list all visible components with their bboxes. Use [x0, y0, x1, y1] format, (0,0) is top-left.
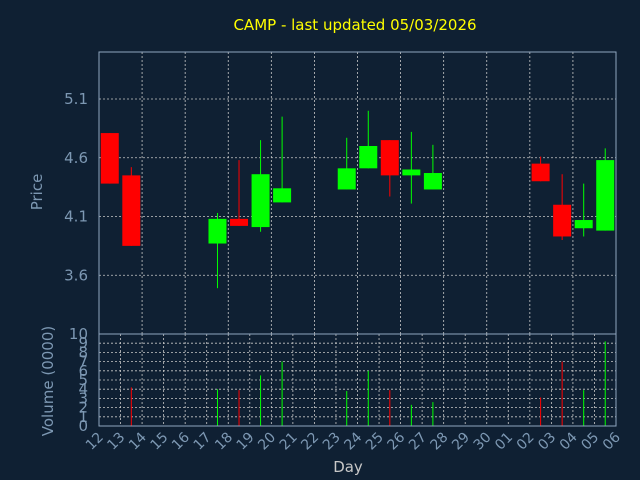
volume-tick-label: 1: [78, 408, 88, 426]
candle-body: [574, 220, 593, 229]
day-tick-label: 30: [471, 430, 495, 454]
day-tick-label: 18: [212, 430, 236, 454]
day-tick-label: 03: [535, 430, 559, 454]
volume-grid: [99, 334, 616, 426]
volume-bars: [130, 341, 606, 426]
price-candles: [100, 110, 615, 289]
chart-title: CAMP - last updated 05/03/2026: [233, 16, 476, 34]
x-axis-label-visible: Day: [333, 458, 363, 476]
day-tick-label: 06: [600, 429, 624, 453]
candle-body: [423, 173, 442, 190]
volume-tick-label: 6: [78, 362, 88, 380]
volume-tick-label: 3: [78, 389, 88, 407]
volume-tick-label: 5: [78, 371, 88, 389]
day-tick-label: 02: [514, 430, 538, 454]
day-tick-label: 24: [341, 429, 365, 453]
candle-body: [208, 218, 227, 244]
candle-body: [100, 133, 119, 184]
price-tick-label: 5.1: [64, 90, 88, 108]
candle-body: [359, 146, 378, 169]
day-tick-label: 23: [320, 430, 344, 454]
candle-body: [380, 140, 399, 176]
volume-tick-label: 10: [69, 325, 88, 343]
candle-body: [531, 163, 550, 182]
volume-axis-label: Volume (0000): [39, 326, 57, 436]
day-tick-label: 01: [492, 430, 516, 454]
price-tick-labels: 3.6 4.1 4.6 5.1: [64, 90, 88, 284]
day-tick-label: 29: [449, 430, 473, 454]
day-tick-label: 13: [104, 430, 128, 454]
day-tick-labels: 1213141516171819202122232425262728293001…: [83, 429, 624, 453]
day-tick-label: 14: [126, 429, 150, 453]
day-tick-label: 27: [406, 430, 430, 454]
price-tick-label: 3.6: [64, 266, 88, 284]
volume-tick-label: 8: [78, 343, 88, 361]
day-tick-label: 28: [428, 430, 452, 454]
candle-body: [273, 188, 292, 203]
day-tick-label: 17: [191, 430, 215, 454]
day-tick-label: 25: [363, 430, 387, 454]
day-tick-label: 26: [384, 429, 408, 453]
price-tick-label: 4.6: [64, 149, 88, 167]
candle-body: [337, 168, 356, 190]
day-tick-label: 16: [169, 429, 193, 453]
day-tick-label: 04: [557, 429, 581, 453]
day-tick-label: 19: [234, 430, 258, 454]
volume-tick-label: 9: [78, 334, 88, 352]
candle-body: [230, 218, 249, 226]
day-tick-label: 22: [298, 430, 322, 454]
volume-tick-label: 0: [78, 417, 88, 435]
candle-body: [553, 204, 572, 237]
candle-body: [122, 175, 141, 246]
candle-body: [402, 169, 421, 176]
day-tick-label: 20: [255, 430, 279, 454]
y-axis-label: Price: [28, 174, 46, 211]
volume-tick-label: 7: [78, 353, 88, 371]
volume-plot-frame: [98, 333, 617, 427]
candle-body: [251, 174, 270, 228]
price-tick-label: 4.1: [64, 208, 88, 226]
price-grid: [99, 52, 616, 334]
volume-tick-label: 2: [78, 399, 88, 417]
volume-tick-label: 4: [78, 380, 88, 398]
day-tick-label: 05: [578, 430, 602, 454]
day-tick-label: 21: [277, 430, 301, 454]
candle-body: [596, 160, 615, 231]
day-tick-label: 15: [148, 430, 172, 454]
